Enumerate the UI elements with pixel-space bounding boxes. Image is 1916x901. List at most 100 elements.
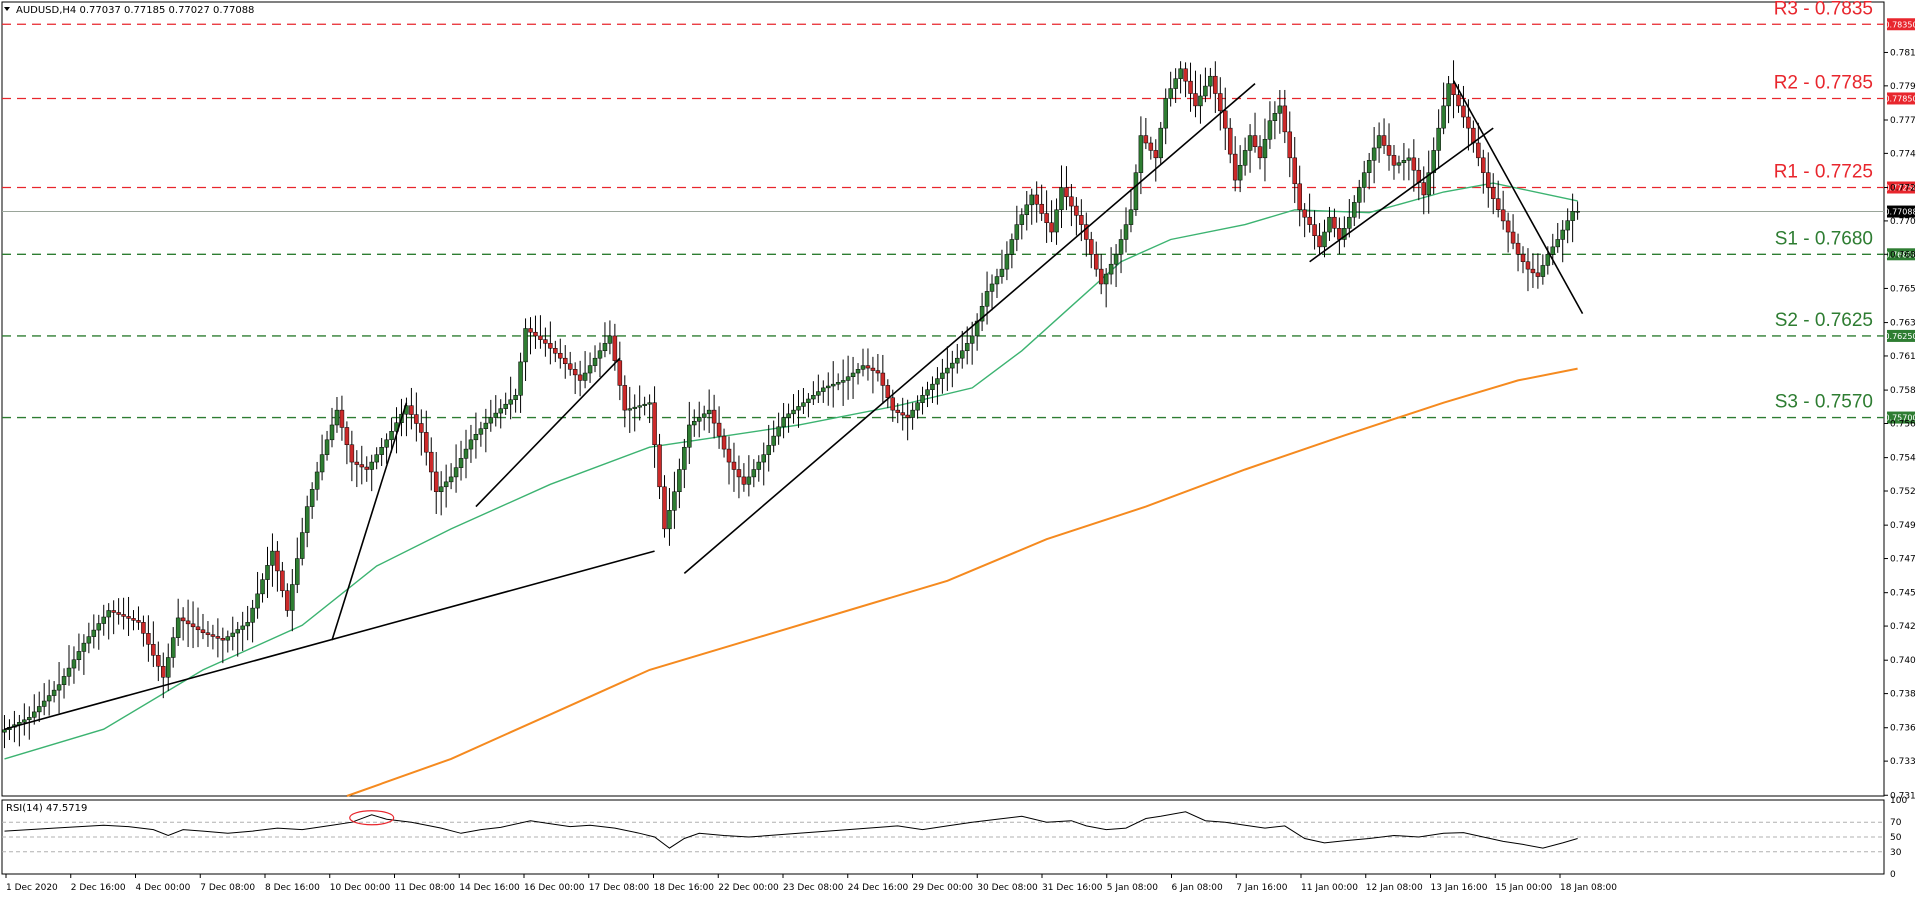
candle-body xyxy=(1213,75,1218,94)
candle-body xyxy=(1098,268,1104,285)
candle-body xyxy=(1173,78,1178,89)
candle-body xyxy=(1163,98,1168,129)
candle-body xyxy=(180,617,186,622)
candle-body xyxy=(548,343,553,349)
trendline[interactable] xyxy=(475,357,621,508)
candle-body xyxy=(1500,209,1506,222)
trendline[interactable] xyxy=(683,83,1256,574)
candle-body xyxy=(46,695,52,702)
candle-body xyxy=(1034,194,1039,205)
candle-body xyxy=(667,510,672,530)
candle-body xyxy=(1327,216,1332,233)
candle-body xyxy=(260,579,265,595)
candle-body xyxy=(959,350,965,359)
candle-body xyxy=(1262,139,1268,159)
candle-body xyxy=(1282,105,1288,133)
trendline[interactable] xyxy=(331,402,408,641)
rsi-overbought-highlight xyxy=(349,810,395,826)
candle-body xyxy=(1292,157,1297,185)
candle-body xyxy=(453,467,459,478)
candle-body xyxy=(1024,204,1030,215)
candle-body xyxy=(850,372,856,377)
candle-body xyxy=(1009,239,1015,255)
candle-body xyxy=(56,684,62,691)
candle-body xyxy=(1267,120,1273,140)
candle-body xyxy=(1421,182,1427,196)
candle-body xyxy=(1218,93,1223,112)
candle-body xyxy=(424,432,429,453)
candle-body xyxy=(1277,105,1283,114)
price-tag-label: 0.75700 xyxy=(1884,414,1916,423)
candle-body xyxy=(1476,142,1481,159)
candle-body xyxy=(111,610,116,613)
candle-body xyxy=(36,706,42,713)
candle-body xyxy=(1103,273,1109,285)
y-tick-label: 0.78160 xyxy=(1890,48,1916,58)
candle-body xyxy=(1560,229,1565,240)
trendline[interactable] xyxy=(4,550,655,730)
candle-body xyxy=(647,402,652,405)
candle-body xyxy=(900,412,905,416)
candle-body xyxy=(905,414,910,418)
candle-body xyxy=(1322,231,1327,248)
candle-body xyxy=(1029,194,1034,206)
trendline[interactable] xyxy=(1309,127,1494,263)
candle-body xyxy=(81,642,87,652)
candle-body xyxy=(448,476,454,483)
candle-body xyxy=(935,378,940,385)
candle-body xyxy=(32,711,37,718)
candle-body xyxy=(543,339,548,344)
candle-body xyxy=(969,335,975,344)
candle-body xyxy=(265,565,270,580)
candle-body xyxy=(652,402,657,446)
y-tick-label: 0.74975 xyxy=(1890,521,1916,531)
candle-body xyxy=(1495,198,1501,211)
candle-body xyxy=(1525,261,1531,270)
y-tick-label: 0.76570 xyxy=(1890,284,1916,294)
candle-body xyxy=(419,423,424,433)
price-tag-bg xyxy=(1887,329,1915,342)
candle-body xyxy=(1446,83,1451,107)
candle-body xyxy=(696,417,702,422)
candle-body xyxy=(1337,228,1342,240)
trendline[interactable] xyxy=(1452,80,1584,315)
candle-body xyxy=(409,405,414,415)
candle-body xyxy=(582,372,588,381)
x-tick-label: 4 Dec 00:00 xyxy=(136,883,191,893)
x-tick-label: 15 Jan 00:00 xyxy=(1495,883,1552,893)
x-tick-label: 22 Dec 00:00 xyxy=(718,883,779,893)
candle-body xyxy=(870,367,876,371)
candle-body xyxy=(1004,254,1010,270)
candle-body xyxy=(1247,135,1253,151)
candle-body xyxy=(170,637,176,658)
dropdown-arrow-icon[interactable] xyxy=(4,7,10,11)
candle-body xyxy=(518,361,523,396)
price-tag-label: 0.77850 xyxy=(1884,94,1916,103)
candle-body xyxy=(1128,209,1134,225)
price-tag-label: 0.77250 xyxy=(1884,184,1916,193)
candle-body xyxy=(66,667,72,677)
candle-body xyxy=(1138,135,1144,173)
candle-body xyxy=(577,374,583,381)
current-price-tag: 0.77088 xyxy=(1884,208,1916,217)
candle-body xyxy=(205,632,211,635)
candle-body xyxy=(875,370,881,374)
candle-body xyxy=(821,387,826,392)
candle-body xyxy=(76,651,82,661)
candle-body xyxy=(533,331,538,337)
x-tick-label: 7 Dec 08:00 xyxy=(200,883,255,893)
candle-body xyxy=(1342,228,1347,240)
candle-body xyxy=(1133,172,1139,211)
candle-body xyxy=(280,570,285,591)
candle-body xyxy=(895,409,900,413)
candle-body xyxy=(994,276,1000,285)
candle-body xyxy=(349,444,355,463)
candle-body xyxy=(1406,157,1412,161)
candle-body xyxy=(890,397,896,411)
candle-body xyxy=(121,614,126,617)
candle-body xyxy=(562,357,568,365)
candle-body xyxy=(572,369,578,376)
candle-body xyxy=(1570,211,1575,221)
candle-body xyxy=(885,385,891,399)
